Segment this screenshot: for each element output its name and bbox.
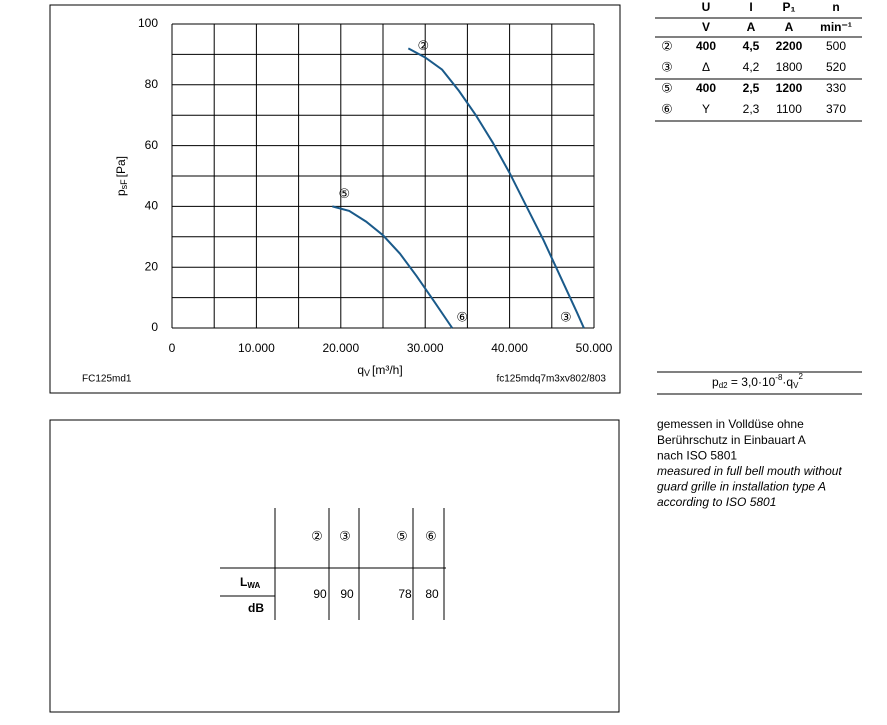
noise-column: ③ — [339, 530, 351, 545]
noise-column: ⑥ — [425, 530, 437, 545]
note-line: nach ISO 5801 — [657, 448, 737, 462]
curve — [407, 47, 585, 329]
note-line: according to ISO 5801 — [657, 495, 776, 509]
y-axis-label: psF [Pa] — [114, 156, 129, 196]
y-tick-label: 40 — [145, 199, 159, 213]
table-cell: 400 — [696, 39, 716, 53]
x-tick-label: 50.000 — [576, 341, 613, 355]
table-cell: 1800 — [776, 60, 803, 74]
noise-column: ② — [311, 530, 323, 545]
y-label-symbol: p — [114, 189, 128, 196]
x-label-unit: [m³/h] — [372, 363, 403, 377]
table-header: A — [747, 20, 756, 34]
table-cell: 2200 — [776, 39, 803, 53]
noise-value: 80 — [425, 587, 439, 601]
formula-sub: V — [793, 381, 799, 390]
noise-symbol: L — [240, 575, 247, 589]
y-label-sub: sF — [119, 179, 129, 190]
table-cell: ② — [661, 40, 673, 55]
table-header: V — [702, 20, 710, 34]
formula-part: ·q — [782, 375, 793, 389]
table-cell: 330 — [826, 81, 846, 95]
table-header: P₁ — [783, 0, 796, 14]
x-tick-label: 20.000 — [322, 341, 359, 355]
noise-grid — [220, 508, 446, 620]
curve — [332, 205, 454, 329]
noise-value: 90 — [340, 587, 354, 601]
x-label-symbol: q — [357, 363, 364, 377]
table-cell: Y — [702, 102, 710, 116]
y-tick-label: 60 — [145, 138, 159, 152]
note-line: guard grille in installation type A — [657, 480, 826, 494]
table-header: A — [785, 20, 794, 34]
formula-part: p — [712, 375, 719, 389]
x-axis-label: qV [m³/h] — [357, 363, 402, 378]
table-cell: 370 — [826, 102, 846, 116]
table-cell: 4,2 — [743, 60, 760, 74]
formula: pd2 = 3,0·10-8·qV2 — [712, 372, 803, 390]
table-cell: ⑤ — [661, 82, 673, 97]
table-header: min⁻¹ — [820, 20, 852, 34]
y-tick-label: 0 — [151, 320, 158, 334]
noise-sub: WA — [247, 581, 260, 590]
chart-frame — [49, 4, 621, 394]
y-tick-label: 80 — [145, 77, 159, 91]
x-tick-label: 30.000 — [407, 341, 444, 355]
noise-row-label: LWA — [240, 575, 260, 590]
formula-sup: 2 — [798, 372, 803, 381]
note-line: gemessen in Volldüse ohne — [657, 417, 804, 431]
table-cell: 500 — [826, 39, 846, 53]
note-line: measured in full bell mouth without — [657, 464, 842, 478]
curve-label: ② — [417, 39, 429, 54]
y-tick-label: 20 — [145, 259, 159, 273]
x-tick-label: 10.000 — [238, 341, 275, 355]
y-label-unit: [Pa] — [114, 156, 128, 177]
noise-unit: dB — [248, 601, 264, 615]
table-cell: 400 — [696, 81, 716, 95]
curve-label: ③ — [560, 311, 572, 326]
table-cell: Δ — [702, 60, 710, 74]
x-tick-label: 40.000 — [491, 341, 528, 355]
x-tick-label: 0 — [169, 341, 176, 355]
curve-label: ⑥ — [456, 311, 468, 326]
note-line: Berührschutz in Einbauart A — [657, 433, 806, 447]
noise-column: ⑤ — [396, 530, 408, 545]
formula-sup: -8 — [775, 373, 783, 382]
noise-value: 90 — [313, 587, 327, 601]
formula-sub: d2 — [719, 381, 728, 390]
table-cell: 4,5 — [743, 39, 760, 53]
footer-left: FC125md1 — [82, 374, 132, 385]
formula-part: = 3,0·10 — [728, 375, 776, 389]
noise-frame — [49, 419, 620, 713]
table-header: n — [832, 0, 839, 14]
table-cell: 520 — [826, 60, 846, 74]
curve-label: ⑤ — [339, 187, 351, 202]
footer-right: fc125mdq7m3xv802/803 — [496, 374, 606, 385]
table-cell: 2,5 — [743, 81, 760, 95]
table-header: I — [749, 0, 752, 14]
table-cell: 1200 — [776, 81, 803, 95]
table-cell: 1100 — [776, 102, 802, 116]
x-label-sub: V — [364, 368, 370, 378]
table-cell: 2,3 — [743, 102, 760, 116]
noise-value: 78 — [398, 587, 412, 601]
table-cell: ③ — [661, 61, 673, 76]
y-tick-label: 100 — [138, 16, 158, 30]
table-cell: ⑥ — [661, 103, 673, 118]
table-header: U — [702, 0, 711, 14]
